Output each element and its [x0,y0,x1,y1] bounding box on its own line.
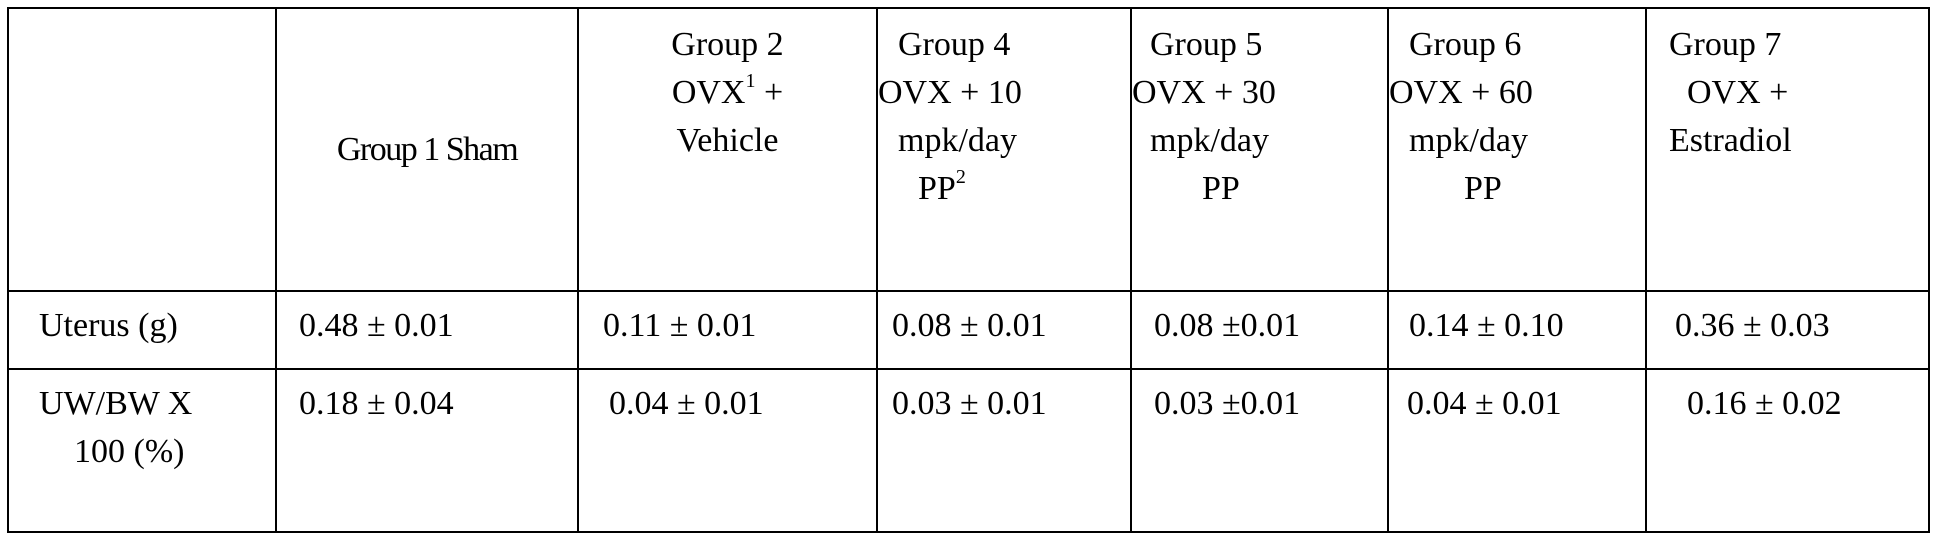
row-label-uterus: Uterus (g) [8,291,276,369]
header-group-2-title: Group 2 [579,21,876,69]
header-group-5: Group 5 OVX + 30 mpk/day PP [1131,8,1388,291]
table-row: UW/BW X 100 (%) 0.18 ± 0.04 0.04 ± 0.01 … [8,369,1929,532]
header-group-1: Group 1 Sham [276,8,578,291]
header-group-4-pp: PP [918,170,956,207]
header-group-7: Group 7 OVX + Estradiol [1646,8,1929,291]
header-group-7-estradiol: Estradiol [1647,117,1928,165]
header-group-7-treatment: OVX + [1647,69,1928,117]
corner-cell [8,8,276,291]
cell-uterus-group-1: 0.48 ± 0.01 [276,291,578,369]
footnote-marker-2: 2 [956,166,966,188]
row-label-ratio-line-2: 100 (%) [9,428,275,476]
header-group-2-vehicle: Vehicle [579,117,876,165]
header-row: Group 1 Sham Group 2 OVX1 + Vehicle Grou… [8,8,1929,291]
header-group-5-dose: mpk/day [1132,117,1387,165]
cell-ratio-group-6: 0.04 ± 0.01 [1388,369,1646,532]
cell-ratio-group-4: 0.03 ± 0.01 [877,369,1131,532]
row-label-uterus-text: Uterus (g) [9,302,275,350]
header-group-5-compound: PP [1132,165,1387,213]
results-table: Group 1 Sham Group 2 OVX1 + Vehicle Grou… [7,7,1930,533]
row-label-ratio: UW/BW X 100 (%) [8,369,276,532]
footnote-marker-1: 1 [745,70,755,92]
cell-ratio-group-1: 0.18 ± 0.04 [276,369,578,532]
header-group-2-plus: + [755,74,783,111]
header-group-4-treatment: OVX + 10 [878,69,1130,117]
cell-ratio-group-2: 0.04 ± 0.01 [578,369,877,532]
header-group-4-dose: mpk/day [878,117,1130,165]
header-group-6: Group 6 OVX + 60 mpk/day PP [1388,8,1646,291]
header-group-5-title: Group 5 [1132,21,1387,69]
header-group-6-compound: PP [1389,165,1645,213]
header-group-4: Group 4 OVX + 10 mpk/day PP2 [877,8,1131,291]
cell-uterus-group-4: 0.08 ± 0.01 [877,291,1131,369]
cell-ratio-group-5: 0.03 ±0.01 [1131,369,1388,532]
cell-uterus-group-5: 0.08 ±0.01 [1131,291,1388,369]
table-row: Uterus (g) 0.48 ± 0.01 0.11 ± 0.01 0.08 … [8,291,1929,369]
cell-ratio-group-7: 0.16 ± 0.02 [1646,369,1929,532]
header-group-2: Group 2 OVX1 + Vehicle [578,8,877,291]
header-group-2-ovx: OVX [672,74,746,111]
cell-uterus-group-2: 0.11 ± 0.01 [578,291,877,369]
header-group-4-compound: PP2 [878,165,1130,213]
header-group-6-dose: mpk/day [1389,117,1645,165]
header-group-6-title: Group 6 [1389,21,1645,69]
header-group-2-treatment: OVX1 + [579,69,876,117]
cell-uterus-group-7: 0.36 ± 0.03 [1646,291,1929,369]
row-label-ratio-line-1: UW/BW X [9,380,275,428]
header-group-1-text: Group 1 Sham [277,126,577,174]
header-group-6-treatment: OVX + 60 [1389,69,1645,117]
cell-uterus-group-6: 0.14 ± 0.10 [1388,291,1646,369]
header-group-7-title: Group 7 [1647,21,1928,69]
header-group-5-treatment: OVX + 30 [1132,69,1387,117]
header-group-4-title: Group 4 [878,21,1130,69]
